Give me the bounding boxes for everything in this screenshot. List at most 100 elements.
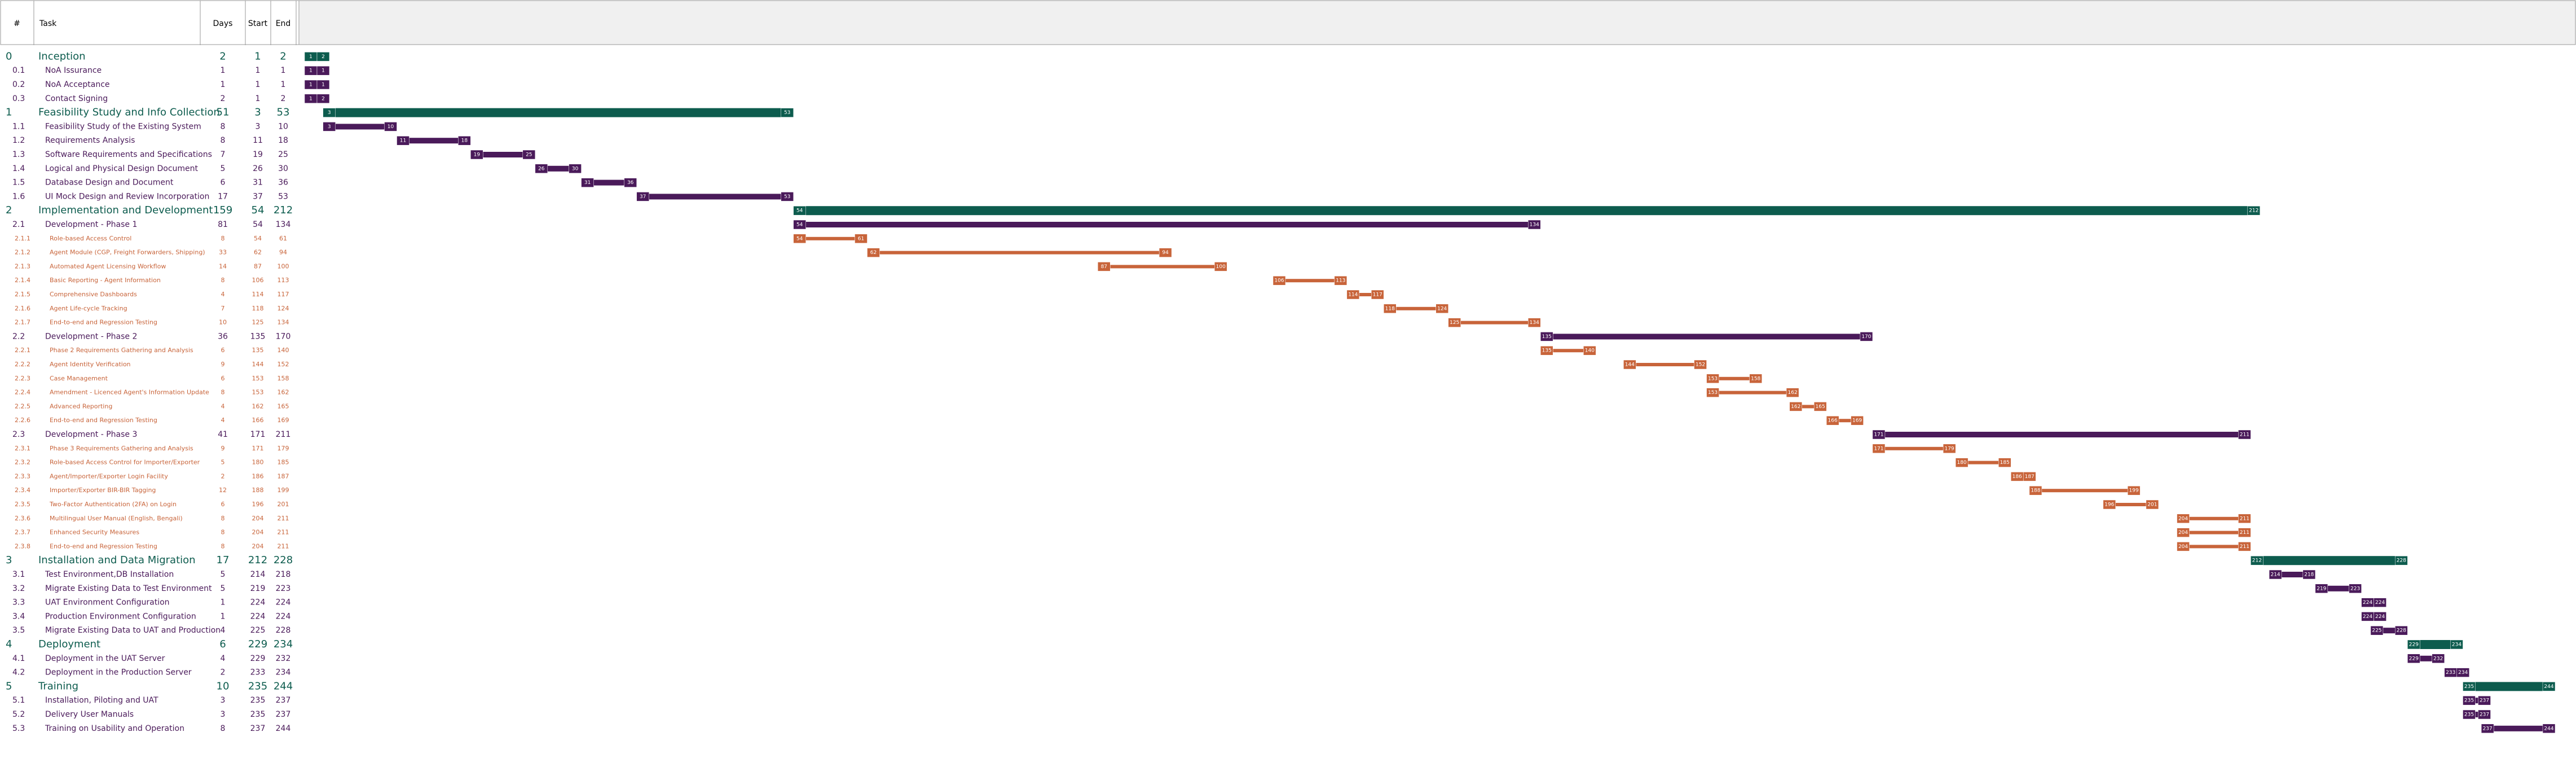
row-id: 1.4 — [12, 164, 25, 173]
task-name: Phase 3 Requirements Gathering and Analy… — [50, 445, 193, 452]
start: 3 — [256, 122, 261, 131]
task-name: Agent Identity Verification — [50, 361, 131, 368]
row-id: 2.1.2 — [15, 249, 30, 256]
days: 8 — [221, 235, 225, 242]
row-id: 1.2 — [12, 136, 25, 145]
bar-label: 211 — [2240, 516, 2249, 521]
row-id: 1.6 — [12, 192, 25, 201]
start: 1 — [254, 50, 261, 62]
bar-label: 106 — [1274, 278, 1284, 284]
days: 17 — [217, 554, 230, 566]
bar-label-box — [2103, 499, 2116, 510]
days: 9 — [221, 361, 225, 368]
days: 6 — [221, 178, 226, 187]
bar-label-box — [1789, 402, 1802, 411]
bar-label-box — [624, 178, 637, 187]
bar-label-box — [2023, 472, 2036, 481]
start: 106 — [252, 277, 264, 284]
start: 125 — [252, 319, 264, 326]
task-name: Installation and Data Migration — [38, 554, 196, 566]
row-id: 3 — [6, 554, 12, 566]
task-name: Production Environment Configuration — [45, 612, 196, 621]
end: 134 — [278, 319, 289, 326]
row-id: 2.3.7 — [15, 529, 30, 536]
bar-label: 144 — [1625, 362, 1635, 368]
bar-label: 201 — [2147, 502, 2157, 508]
start: 114 — [252, 291, 264, 298]
bar-label: 53 — [784, 110, 790, 116]
bar-label: 1 — [309, 96, 312, 102]
bar-label-box — [1540, 345, 1553, 356]
bar-label-box — [781, 192, 794, 201]
end: 211 — [278, 515, 289, 522]
end: 169 — [278, 417, 289, 424]
task-name: Installation, Piloting and UAT — [45, 696, 158, 705]
bar — [1706, 391, 1799, 395]
start: 204 — [252, 515, 264, 522]
row-id: 2 — [6, 204, 12, 216]
bar — [1540, 334, 1873, 340]
row-id: 1.5 — [12, 178, 25, 187]
row-id: 2.1.6 — [15, 305, 30, 312]
end: 224 — [276, 612, 291, 621]
task-name: Agent Life-cycle Tracking — [50, 305, 127, 312]
task-name: Database Design and Document — [45, 178, 174, 187]
row-id: 2.2 — [12, 332, 25, 341]
bar-label: 113 — [1336, 278, 1345, 284]
bar-label-box — [1583, 345, 1596, 356]
bar — [323, 124, 397, 130]
start: 54 — [253, 220, 263, 229]
start: 196 — [252, 501, 264, 508]
bar-label-box — [1813, 402, 1827, 411]
days: 8 — [221, 529, 225, 536]
bar-label-box — [2450, 639, 2463, 650]
bar-label-box — [636, 192, 649, 201]
bar — [1872, 432, 2251, 437]
row-id: 0.1 — [12, 66, 25, 75]
end: 234 — [276, 668, 291, 677]
bar-label: 204 — [2178, 516, 2188, 521]
bar-label-box — [2146, 499, 2159, 510]
bar-label: 224 — [2363, 614, 2372, 620]
start: 54 — [254, 235, 262, 242]
row-id: 2.3.4 — [15, 487, 30, 494]
start: 224 — [250, 598, 266, 607]
bar-label-box — [2238, 542, 2251, 551]
bar-label-box — [1540, 332, 1553, 341]
task-name: Agent Module (CGP, Freight Forwarders, S… — [50, 249, 205, 256]
end: 234 — [274, 638, 293, 650]
bar — [581, 179, 637, 186]
bar-label: 54 — [796, 208, 803, 214]
bar-label: 170 — [1861, 334, 1871, 340]
bar-label: 235 — [2464, 698, 2474, 704]
row-id: 5.1 — [12, 696, 25, 705]
start: 153 — [252, 389, 264, 396]
row-id: 0.2 — [12, 80, 25, 89]
bar-label-box — [1872, 444, 1886, 454]
bar — [2407, 640, 2463, 649]
start: 31 — [253, 178, 263, 187]
row-id: 4 — [6, 638, 12, 650]
days: 8 — [221, 542, 225, 550]
bar-label-box — [384, 122, 397, 132]
task-name: Multilingual User Manual (English, Benga… — [50, 515, 183, 522]
bar-label-box — [2238, 429, 2251, 440]
task-name: Feasibility Study and Info Collection — [38, 107, 220, 119]
bar-label-box — [1334, 275, 1348, 286]
bar — [2103, 503, 2159, 506]
end: 2 — [281, 94, 286, 103]
days: 41 — [218, 430, 228, 439]
bar-label: 188 — [2031, 488, 2040, 494]
end: 212 — [274, 204, 293, 216]
bar-label-box — [1872, 429, 1886, 440]
days: 4 — [221, 654, 226, 663]
bar-label-box — [2481, 724, 2494, 734]
days: 14 — [219, 262, 227, 270]
end: 223 — [276, 584, 291, 593]
end: 165 — [278, 402, 289, 410]
end: 36 — [278, 178, 288, 187]
row-id: 3.3 — [12, 598, 25, 607]
start: 212 — [248, 554, 267, 566]
bar-label: 235 — [2464, 684, 2474, 690]
row-id: 1.1 — [12, 122, 25, 131]
